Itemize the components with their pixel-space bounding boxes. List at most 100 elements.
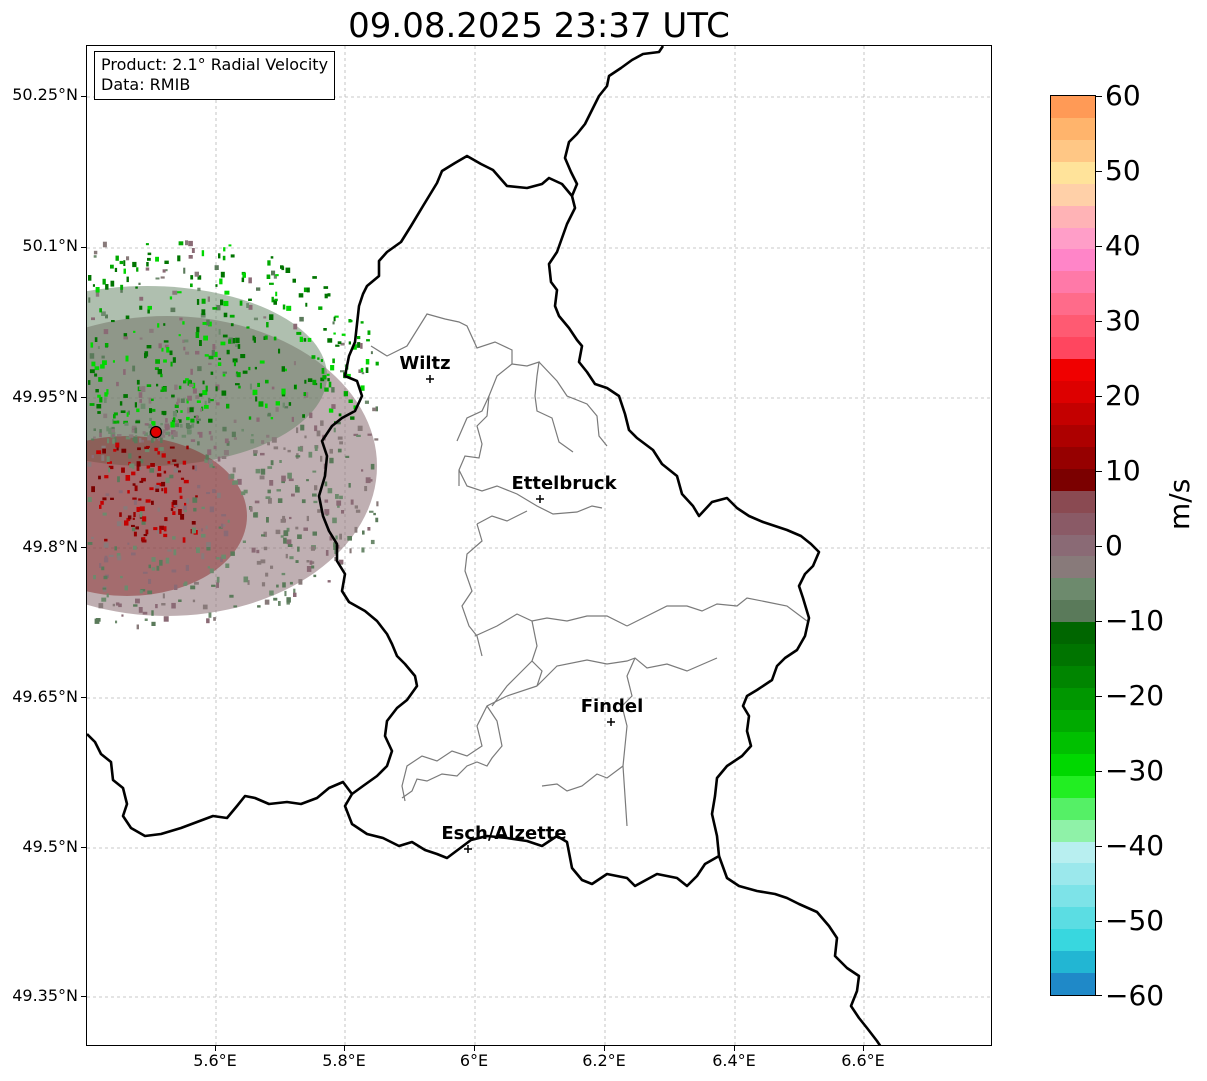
- echo-pixel: [157, 323, 160, 328]
- colorbar-segment: [1051, 359, 1095, 382]
- echo-pixel: [263, 316, 267, 319]
- echo-pixel: [364, 400, 369, 404]
- echo-pixel: [151, 398, 154, 401]
- echo-pixel: [267, 412, 271, 417]
- echo-pixel: [248, 416, 252, 420]
- echo-pixel: [95, 389, 99, 393]
- echo-pixel: [324, 499, 329, 503]
- echo-pixel: [221, 390, 227, 396]
- echo-pixel: [370, 351, 373, 355]
- echo-pixel: [260, 559, 266, 564]
- echo-pixel: [123, 394, 128, 398]
- echo-pixel: [309, 560, 313, 565]
- echo-pixel: [298, 293, 304, 298]
- echo-pixel: [338, 559, 344, 565]
- colorbar-tick-mark: [1096, 471, 1102, 472]
- echo-pixel: [339, 533, 342, 540]
- echo-pixel: [324, 509, 330, 515]
- echo-pixel: [214, 265, 219, 270]
- colorbar-segment: [1051, 951, 1095, 974]
- echo-pixel: [120, 410, 126, 413]
- echo-pixel: [146, 262, 149, 267]
- echo-pixel: [232, 467, 236, 473]
- echo-pixel: [256, 560, 262, 565]
- colorbar-segment: [1051, 337, 1095, 360]
- echo-pixel: [102, 512, 107, 516]
- x-tick-mark: [734, 1046, 735, 1051]
- echo-pixel: [133, 531, 137, 537]
- echo-pixel: [89, 403, 95, 406]
- echo-pixel: [246, 326, 250, 329]
- echo-pixel: [324, 293, 328, 299]
- echo-pixel: [224, 438, 229, 444]
- echo-pixel: [274, 298, 278, 302]
- echo-pixel: [141, 386, 146, 392]
- echo-pixel: [276, 584, 279, 588]
- echo-pixel: [178, 599, 182, 602]
- echo-pixel: [131, 552, 136, 556]
- echo-pixel: [278, 348, 281, 354]
- echo-pixel: [102, 360, 107, 365]
- echo-pixel: [291, 416, 294, 422]
- echo-pixel: [254, 500, 260, 504]
- echo-pixel: [179, 495, 183, 499]
- echo-pixel: [230, 473, 235, 479]
- echo-pixel: [329, 536, 333, 541]
- echo-pixel: [210, 435, 213, 441]
- echo-pixel: [112, 419, 115, 424]
- echo-pixel: [322, 375, 327, 380]
- echo-pixel: [256, 417, 260, 422]
- echo-pixel: [253, 317, 258, 321]
- echo-pixel: [284, 406, 289, 409]
- echo-pixel: [114, 546, 117, 551]
- echo-pixel: [238, 385, 241, 389]
- echo-pixel: [191, 521, 196, 525]
- echo-pixel: [93, 250, 98, 255]
- echo-pixel: [105, 284, 109, 290]
- echo-pixel: [220, 556, 223, 562]
- echo-pixel: [222, 426, 227, 432]
- echo-pixel: [144, 423, 149, 426]
- echo-pixel: [349, 548, 352, 554]
- echo-pixel: [208, 418, 213, 423]
- colorbar-tick-label: −40: [1105, 829, 1165, 862]
- echo-pixel: [280, 518, 286, 523]
- colorbar-tick-mark: [1096, 995, 1102, 996]
- echo-pixel: [217, 362, 222, 366]
- echo-pixel: [269, 480, 274, 486]
- echo-pixel: [221, 554, 226, 559]
- radar-map[interactable]: Wiltz Ettelbruck Findel Esch/Alzette: [86, 45, 992, 1046]
- echo-pixel: [268, 497, 272, 504]
- echo-pixel: [132, 436, 138, 442]
- echo-pixel: [332, 321, 335, 325]
- echo-pixel: [124, 585, 128, 591]
- echo-pixel: [142, 537, 146, 540]
- echo-pixel: [233, 605, 238, 608]
- echo-pixel: [184, 502, 187, 507]
- echo-pixel: [183, 479, 189, 484]
- echo-pixel: [183, 380, 187, 384]
- echo-pixel: [271, 270, 276, 276]
- echo-pixel: [281, 475, 286, 482]
- echo-pixel: [139, 296, 144, 301]
- echo-pixel: [328, 381, 332, 388]
- echo-pixel: [375, 361, 379, 366]
- echo-pixel: [373, 512, 376, 516]
- echo-pixel: [135, 286, 138, 289]
- echo-pixel: [182, 321, 185, 325]
- echo-pixel: [195, 332, 200, 338]
- colorbar-segment: [1051, 161, 1095, 185]
- echo-pixel: [324, 481, 328, 487]
- echo-pixel: [116, 553, 121, 558]
- echo-pixel: [145, 267, 150, 271]
- x-tick-label: 5.6°E: [193, 1051, 237, 1070]
- echo-pixel: [161, 386, 167, 392]
- echo-pixel: [163, 340, 169, 343]
- echo-pixel: [199, 431, 203, 438]
- echo-pixel: [139, 305, 143, 310]
- echo-pixel: [97, 411, 101, 414]
- echo-pixel: [284, 368, 287, 372]
- echo-pixel: [136, 408, 140, 413]
- echo-pixel: [125, 436, 131, 440]
- echo-pixel: [116, 521, 122, 527]
